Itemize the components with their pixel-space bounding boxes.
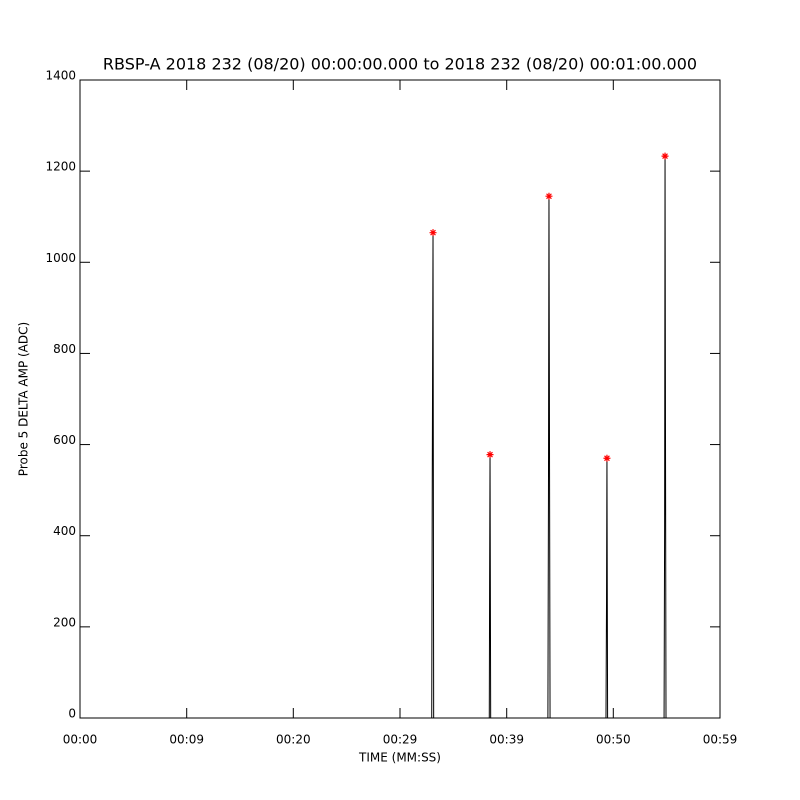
chart-title: RBSP-A 2018 232 (08/20) 00:00:00.000 to …	[103, 55, 697, 74]
data-line	[386, 156, 714, 719]
y-axis-label: Probe 5 DELTA AMP (ADC)	[17, 322, 31, 476]
plot-frame	[79, 79, 721, 719]
y-tick-label: 200	[53, 615, 76, 629]
peak-marker	[661, 152, 669, 160]
y-tick-label: 1000	[45, 251, 76, 265]
peak-marker	[486, 451, 494, 459]
y-tick-label: 800	[53, 342, 76, 356]
peak-marker	[429, 229, 437, 237]
x-tick-label: 00:39	[489, 733, 524, 747]
peak-marker	[603, 454, 611, 462]
x-tick-label: 00:59	[703, 733, 738, 747]
y-tick-label: 1200	[45, 160, 76, 174]
y-tick-label: 400	[53, 524, 76, 538]
y-tick-label: 600	[53, 433, 76, 447]
y-tick-label: 1400	[45, 69, 76, 83]
x-tick-label: 00:20	[276, 733, 311, 747]
x-axis-label: TIME (MM:SS)	[358, 751, 441, 765]
x-tick-label: 00:50	[596, 733, 631, 747]
x-tick-label: 00:29	[383, 733, 418, 747]
x-tick-label: 00:09	[169, 733, 204, 747]
x-tick-label: 00:00	[63, 733, 98, 747]
y-tick-label: 0	[68, 707, 76, 721]
peak-marker	[545, 192, 553, 200]
